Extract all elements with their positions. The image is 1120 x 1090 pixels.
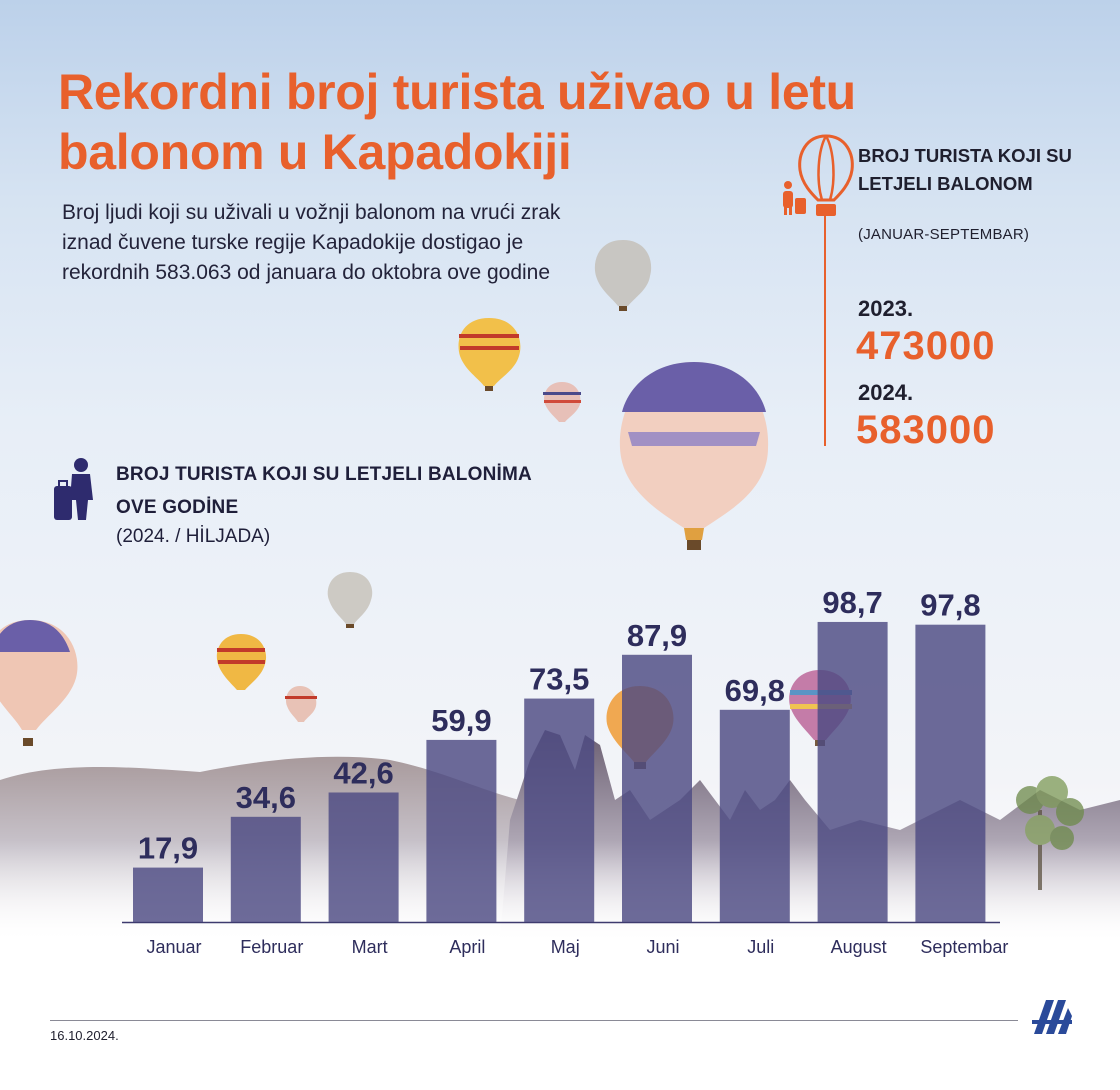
large-balloon-icon <box>619 362 769 550</box>
side-period: (JANUAR-SEPTEMBAR) <box>858 226 1030 243</box>
balloon-yellow-left-icon <box>216 634 267 690</box>
value-label-august: 98,7 <box>822 585 882 620</box>
year-2024-value: 583000 <box>856 408 996 452</box>
aa-logo-icon <box>1032 1000 1072 1034</box>
category-label-august: August <box>831 937 887 957</box>
value-label-mart: 42,6 <box>333 755 393 790</box>
chart-unit: (2024. / HİLJADA) <box>116 526 271 547</box>
publication-date: 16.10.2024. <box>50 1028 119 1043</box>
value-label-juli: 69,8 <box>725 673 785 708</box>
balloon-grey-top-icon <box>594 240 652 311</box>
value-label-maj: 73,5 <box>529 662 589 697</box>
value-label-april: 59,9 <box>431 703 491 738</box>
category-label-januar: Januar <box>146 937 201 957</box>
category-label-maj: Maj <box>551 937 580 957</box>
hot-air-balloon-icon <box>798 134 854 216</box>
side-heading: BROJ TURISTA KOJI SU LETJELI BALONOM <box>858 145 1072 194</box>
bar-septembar <box>915 624 986 922</box>
value-label-januar: 17,9 <box>138 831 198 866</box>
value-label-februar: 34,6 <box>236 780 296 815</box>
balloon-grey-mid-icon <box>327 572 373 628</box>
tree <box>1016 776 1084 890</box>
page-subtitle: Broj ljudi koji su uživali u vožnji balo… <box>62 201 561 284</box>
bar-mart <box>328 792 399 922</box>
bar-februar <box>230 816 301 922</box>
category-label-februar: Februar <box>240 937 303 957</box>
value-label-juni: 87,9 <box>627 618 687 653</box>
category-label-juli: Juli <box>747 937 774 957</box>
category-label-mart: Mart <box>352 937 388 957</box>
tourist-with-luggage-icon <box>783 181 806 215</box>
category-label-septembar: Septembar <box>920 937 1008 957</box>
balloon-small-striped-icon <box>543 382 581 422</box>
bar-januar <box>133 867 203 922</box>
balloon-left-edge-icon <box>0 620 78 746</box>
chart-heading: BROJ TURISTA KOJI SU LETJELI BALONİMA OV… <box>116 464 532 518</box>
year-2023-value: 473000 <box>856 324 996 368</box>
category-label-april: April <box>449 937 485 957</box>
value-label-septembar: 97,8 <box>920 588 980 623</box>
year-2024-label: 2024. <box>858 380 914 405</box>
bar-juni <box>622 654 692 922</box>
page-title: Rekordni broj turista uživao u letu balo… <box>58 64 856 180</box>
footer-divider <box>50 1020 1018 1021</box>
balloon-yellow-red-icon <box>458 318 521 391</box>
traveler-with-suitcase-icon <box>54 458 93 520</box>
balloon-small-pink-icon <box>285 686 317 722</box>
year-2023-label: 2023. <box>858 296 914 321</box>
side-divider-line <box>824 214 826 446</box>
bar-maj <box>524 698 595 922</box>
bar-juli <box>719 709 790 922</box>
bar-august <box>817 621 888 922</box>
category-label-juni: Juni <box>646 937 679 957</box>
bar-april <box>426 739 497 922</box>
